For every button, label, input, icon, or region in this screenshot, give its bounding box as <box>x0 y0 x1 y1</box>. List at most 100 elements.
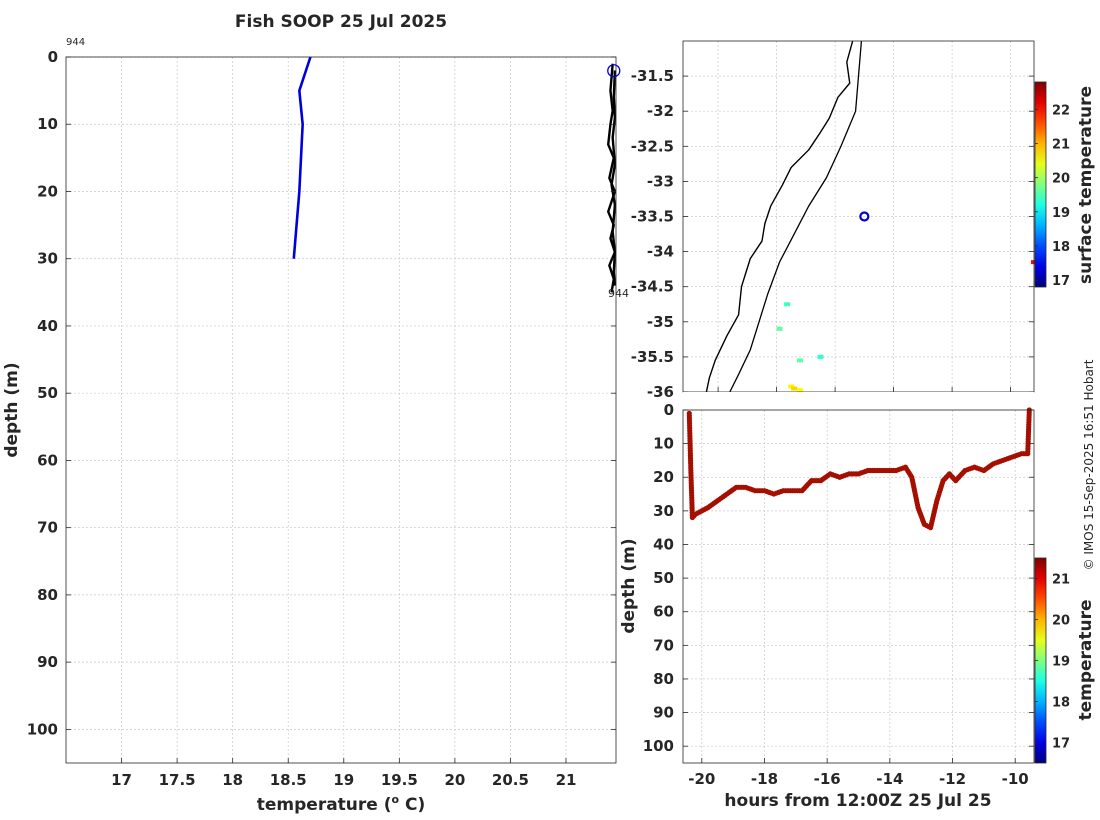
time-y-axis-label: depth (m) <box>619 538 639 633</box>
time-colorbar-tick-label: 21 <box>1052 573 1070 588</box>
chart-title: Fish SOOP 25 Jul 2025 <box>235 12 447 32</box>
profile-top-label: 944 <box>66 37 85 48</box>
map-panel: -31.5 -32 -32.5 -33 -33.5 -34 -34.5 -35 -35.5 -36… <box>631 40 1096 414</box>
map-colorbar-tick-label: 20 <box>1052 172 1070 187</box>
profile-y-tick-label: 20 <box>37 182 58 200</box>
profile-x-tick-label: 20.5 <box>492 771 529 789</box>
time-y-tick-label: 100 <box>643 737 674 755</box>
time-x-tick-label: -18 <box>751 770 778 788</box>
profile-y-tick-label: 10 <box>37 115 58 133</box>
time-y-tick-label: 40 <box>653 535 674 553</box>
time-x-tick-label: -20 <box>688 770 715 788</box>
map-y-tick-label: -31.5 <box>631 67 674 85</box>
time-y-tick-label: 30 <box>653 502 674 520</box>
profile-x-tick-label: 19.5 <box>381 771 418 789</box>
time-y-ticks: 0 10 20 30 40 50 60 70 80 90 100 <box>643 401 1034 755</box>
time-x-ticks: -20 -18 -16 -14 -12 -10 <box>688 758 1029 788</box>
time-x-axis-label: hours from 12:00Z 25 Jul 25 <box>724 791 991 811</box>
map-shelf-contour <box>729 40 863 393</box>
map-y-tick-label: -35 <box>647 313 674 331</box>
time-x-tick-label: -12 <box>939 770 966 788</box>
profile-x-ticks: 17 17.5 18 18.5 19 19.5 20 20.5 21 <box>111 758 576 789</box>
map-sst-point <box>817 354 824 359</box>
time-y-tick-label: 70 <box>653 636 674 654</box>
map-sst-point <box>784 302 791 307</box>
profile-end-label: 944 <box>608 287 629 300</box>
profile-y-axis-label: depth (m) <box>2 362 22 457</box>
map-y-tick-label: -33 <box>647 172 674 190</box>
profile-x-tick-label: 19 <box>333 771 354 789</box>
time-colorbar-tick-label: 20 <box>1052 614 1070 629</box>
map-sst-point <box>788 384 795 389</box>
map-colorbar-label: surface temperature <box>1076 86 1096 284</box>
time-y-tick-label: 50 <box>653 569 674 587</box>
profile-axes-frame <box>65 56 617 764</box>
time-x-tick-label: -14 <box>876 770 903 788</box>
map-y-tick-label: -32 <box>647 102 674 120</box>
map-y-tick-label: -34.5 <box>631 278 674 296</box>
profile-x-axis-label: temperature (o C) <box>257 793 426 815</box>
time-y-tick-label: 20 <box>653 468 674 486</box>
map-y-tick-label: -33.5 <box>631 208 674 226</box>
time-y-tick-label: 90 <box>653 704 674 722</box>
map-sst-point <box>797 387 803 392</box>
profile-y-tick-label: 60 <box>37 451 58 469</box>
profile-y-tick-label: 70 <box>37 519 58 537</box>
profile-y-tick-label: 40 <box>37 317 58 335</box>
time-gridlines <box>683 409 1034 763</box>
map-colorbar-tick-label: 22 <box>1052 103 1070 118</box>
profile-series-line-1 <box>292 56 312 259</box>
profile-x-tick-label: 18.5 <box>270 771 307 789</box>
time-y-tick-label: 60 <box>653 603 674 621</box>
map-y-ticks: -31.5 -32 -32.5 -33 -33.5 -34 -34.5 -35 -35.5 -36 <box>631 67 1034 401</box>
time-colorbar-tick-label: 19 <box>1052 655 1070 670</box>
map-sst-point <box>776 326 783 331</box>
map-colorbar-tick-label: 19 <box>1052 206 1070 221</box>
profile-y-tick-label: 90 <box>37 653 58 671</box>
time-colorbar-tick-label: 17 <box>1052 737 1070 752</box>
time-y-tick-label: 0 <box>664 401 674 419</box>
map-coastline <box>705 40 854 393</box>
map-colorbar-tick-label: 17 <box>1052 274 1070 289</box>
map-sst-points <box>776 260 1037 392</box>
time-colorbar-tick-label: 18 <box>1052 696 1070 711</box>
map-colorbar: 17 18 19 20 21 22 <box>1034 81 1070 289</box>
profile-series <box>292 56 621 293</box>
time-y-tick-label: 10 <box>653 435 674 453</box>
profile-y-tick-label: 100 <box>27 720 58 738</box>
profile-x-tick-label: 17 <box>111 771 132 789</box>
profile-y-ticks: 0 10 20 30 40 50 60 70 80 90 100 <box>27 48 616 738</box>
map-colorbar-bar <box>1034 81 1047 288</box>
profile-y-tick-label: 80 <box>37 586 58 604</box>
map-colorbar-tick-label: 18 <box>1052 240 1070 255</box>
profile-y-tick-label: 30 <box>37 250 58 268</box>
profile-y-tick-label: 0 <box>48 48 58 66</box>
time-x-tick-label: -16 <box>814 770 841 788</box>
map-sst-point <box>791 386 798 391</box>
profile-gridlines <box>66 56 616 763</box>
map-y-tick-label: -34 <box>647 243 674 261</box>
profile-y-tick-label: 50 <box>37 384 58 402</box>
time-panel: -20 -18 -16 -14 -12 -10 0 10 20 30 40 50 60 70 80 90 10… <box>619 392 1096 811</box>
map-y-tick-label: -35.5 <box>631 348 674 366</box>
time-y-tick-label: 80 <box>653 670 674 688</box>
map-colorbar-tick-label: 21 <box>1052 138 1070 153</box>
time-colorbar-label: temperature <box>1076 599 1096 720</box>
profile-x-tick-label: 17.5 <box>159 771 196 789</box>
time-colorbar: 17 18 19 20 21 <box>1034 557 1070 764</box>
time-panel-bg <box>683 392 1034 410</box>
time-series-points <box>686 407 1032 531</box>
map-gridlines <box>683 41 1034 393</box>
profile-panel: Fish SOOP 25 Jul 2025 17 17.5 18 18.5 19 19.5… <box>2 12 629 815</box>
profile-x-tick-label: 18 <box>222 771 243 789</box>
profile-x-tick-label: 20 <box>444 771 465 789</box>
map-vessel-position <box>859 211 870 222</box>
profile-position-marker <box>607 64 621 78</box>
map-sst-point <box>797 358 803 363</box>
map-y-tick-label: -36 <box>647 383 674 401</box>
time-x-tick-label: -10 <box>1002 770 1029 788</box>
map-y-tick-label: -32.5 <box>631 137 674 155</box>
time-axes-frame <box>682 409 1035 764</box>
profile-x-tick-label: 21 <box>556 771 577 789</box>
